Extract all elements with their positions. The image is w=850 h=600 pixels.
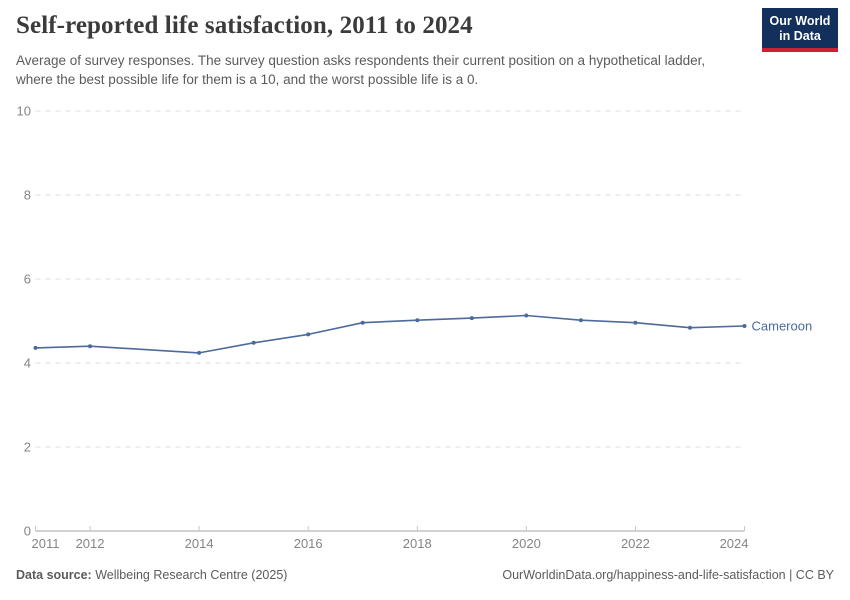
footer-link[interactable]: OurWorldinData.org/happiness-and-life-sa…: [502, 568, 834, 582]
data-point: [524, 313, 529, 318]
x-tick-label: 2011: [32, 536, 60, 551]
data-point: [469, 316, 474, 321]
data-point: [33, 345, 38, 350]
x-tick-label: 2014: [185, 536, 214, 551]
y-tick-label: 2: [24, 440, 31, 455]
chart-footer: Data source: Wellbeing Research Centre (…: [16, 568, 834, 582]
series-end-label: Cameroon: [752, 319, 813, 334]
chart-title: Self-reported life satisfaction, 2011 to…: [16, 12, 473, 39]
data-source-value: Wellbeing Research Centre (2025): [91, 568, 288, 582]
data-point: [578, 318, 583, 323]
owid-logo: Our World in Data: [762, 8, 838, 52]
data-point: [742, 324, 747, 328]
data-point: [633, 320, 638, 325]
x-tick-label: 2024: [720, 536, 749, 551]
data-source: Data source: Wellbeing Research Centre (…: [16, 568, 287, 582]
data-point: [688, 325, 692, 330]
x-tick-label: 2020: [512, 536, 541, 551]
data-source-label: Data source:: [16, 568, 92, 582]
y-tick-label: 8: [24, 188, 31, 203]
data-point: [415, 318, 420, 323]
data-line: [35, 314, 745, 354]
data-point: [197, 350, 202, 355]
y-tick-label: 10: [17, 104, 31, 119]
chart-subtitle: Average of survey responses. The survey …: [16, 53, 706, 87]
owid-logo-line1: Our World: [769, 14, 831, 28]
y-tick-label: 0: [24, 524, 31, 539]
x-tick-label: 2016: [294, 536, 323, 551]
y-tick-label: 4: [24, 356, 31, 371]
data-point: [360, 320, 365, 325]
data-point: [251, 340, 256, 345]
x-tick-label: 2018: [403, 536, 432, 551]
x-tick-label: 2012: [76, 536, 105, 551]
data-point: [88, 344, 92, 349]
y-tick-label: 6: [24, 272, 31, 287]
x-tick-label: 2022: [621, 536, 650, 551]
owid-logo-line2: in Data: [779, 29, 821, 44]
data-point: [306, 332, 311, 337]
